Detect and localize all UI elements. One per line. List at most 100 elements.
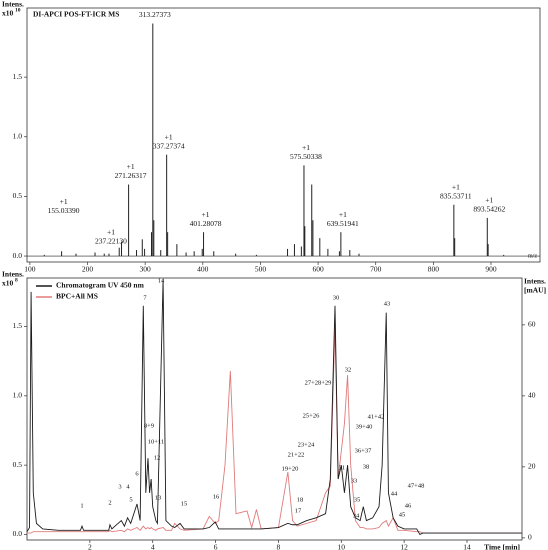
peak-charge-label: +1 — [165, 132, 173, 141]
peak-charge-label: +1 — [302, 143, 310, 152]
peak-label: 31 — [339, 464, 346, 471]
peak-mass-label: 237.22130 — [95, 236, 127, 245]
y-tick-label: 0.5 — [13, 191, 23, 200]
x-tick-label: 6 — [214, 543, 218, 550]
peak-label: 18 — [297, 496, 304, 503]
x-axis-label: m/z — [528, 253, 537, 259]
peak-charge-label: +1 — [452, 182, 460, 191]
peak-label: 3 — [118, 483, 121, 490]
peak-label: 30 — [333, 294, 340, 301]
chromatogram-trace — [26, 279, 522, 536]
peak-mass-label: 313.27373 — [139, 10, 171, 19]
peak-mass-label: 337.27374 — [153, 141, 185, 150]
peak-charge-label: +1 — [107, 227, 115, 236]
plot-frame — [26, 7, 541, 263]
peak-label: 39+40 — [356, 423, 373, 430]
peak-label: 8+9 — [144, 422, 154, 429]
x-tick-label: 500 — [255, 265, 267, 274]
peak-label: 43 — [384, 300, 391, 307]
x-tick-label: 800 — [428, 265, 440, 274]
x-tick-label: 700 — [370, 265, 382, 274]
peak-label: 19+20 — [282, 465, 299, 472]
y2-axis-unit: [mAU] — [524, 286, 546, 295]
peak-mass-label: 893.54262 — [473, 205, 505, 214]
peak-label: 47+48 — [408, 482, 425, 489]
peak-label: 38 — [363, 463, 370, 470]
peak-label: 44 — [391, 490, 398, 497]
peak-charge-label: +1 — [127, 162, 135, 171]
peak-label: 2 — [108, 499, 111, 506]
peak-label: 46 — [405, 502, 412, 509]
peak-mass-label: 155.03390 — [48, 206, 80, 215]
peak-mass-label: 639.51941 — [327, 219, 359, 228]
peak-mass-label: 575.50338 — [290, 152, 322, 161]
y2-tick-label: 20 — [528, 462, 536, 471]
y-tick-label: 1.0 — [13, 391, 23, 400]
peak-label: 4 — [126, 483, 130, 490]
peak-mass-label: 271.26317 — [115, 171, 147, 180]
peak-label: 5 — [129, 496, 132, 503]
peak-label: 1 — [80, 502, 83, 509]
peak-label: 36+37 — [355, 447, 372, 454]
peak-label: 17 — [295, 507, 302, 514]
peak-label: 16 — [213, 493, 220, 500]
y2-tick-label: 0 — [528, 533, 532, 542]
y-tick-label: 0.0 — [13, 529, 23, 538]
peak-label: 41+42 — [368, 413, 385, 420]
x-axis-label: Time [min] — [484, 543, 520, 550]
y-axis-label: Intens. — [2, 270, 24, 279]
y-scale: x10 — [2, 279, 14, 288]
y2-axis-label: Intens. — [524, 277, 546, 286]
y-tick-label: 0.5 — [13, 460, 23, 469]
chromatogram-trace — [27, 326, 522, 534]
x-tick-label: 200 — [82, 265, 94, 274]
peak-mass-label: 401.28078 — [190, 219, 222, 228]
peak-charge-label: +1 — [339, 210, 347, 219]
chart-title: DI-APCI POS-FT-ICR MS — [33, 10, 119, 19]
x-tick-label: 12 — [400, 543, 408, 550]
peak-label: 12 — [154, 454, 161, 461]
x-tick-label: 14 — [463, 543, 471, 550]
peak-label: 25+26 — [303, 412, 320, 419]
peak-charge-label: +1 — [202, 210, 210, 219]
peak-mass-label: 835.53711 — [440, 191, 472, 200]
peak-label: 13 — [155, 494, 162, 501]
peak-label: 33 — [351, 477, 358, 484]
peak-label: 45 — [399, 511, 406, 518]
legend-label: BPC+All MS — [56, 292, 98, 301]
x-tick-label: 8 — [277, 543, 281, 550]
peak-charge-label: +1 — [60, 197, 68, 206]
y-axis-label: Intens. — [2, 0, 24, 9]
y2-tick-label: 60 — [528, 320, 536, 329]
x-tick-label: 400 — [197, 265, 209, 274]
x-tick-label: 2 — [88, 543, 92, 550]
y2-tick-label: 40 — [528, 391, 536, 400]
x-tick-label: 600 — [312, 265, 324, 274]
peak-label: 35 — [354, 496, 361, 503]
peak-label: 32 — [345, 366, 352, 373]
peak-label: 15 — [181, 500, 188, 507]
x-tick-label: 10 — [338, 543, 346, 550]
plot-frame — [26, 277, 523, 541]
peak-charge-label: +1 — [485, 196, 493, 205]
peak-label: 21+22 — [288, 451, 305, 458]
y-scale-exponent: 8 — [15, 277, 18, 283]
peak-label: 6 — [135, 470, 139, 477]
peak-label: 34 — [353, 512, 360, 519]
x-tick-label: 100 — [24, 265, 36, 274]
peak-label: 10+11 — [148, 438, 164, 445]
peak-label: 14 — [158, 277, 165, 284]
y-scale: x10 — [2, 9, 14, 18]
peak-label: 23+24 — [298, 441, 315, 448]
legend-label: Chromatogram UV 450 nm — [56, 281, 145, 290]
x-tick-label: 300 — [140, 265, 152, 274]
x-tick-label: 4 — [151, 543, 155, 550]
peak-label: 27+28+29 — [305, 379, 332, 386]
y-scale-exponent: 10 — [15, 7, 21, 13]
x-tick-label: 900 — [485, 265, 497, 274]
peak-label: 7 — [143, 294, 147, 301]
y-tick-label: 1.5 — [13, 321, 23, 330]
y-tick-label: 1.5 — [13, 72, 23, 81]
y-tick-label: 1.0 — [13, 132, 23, 141]
